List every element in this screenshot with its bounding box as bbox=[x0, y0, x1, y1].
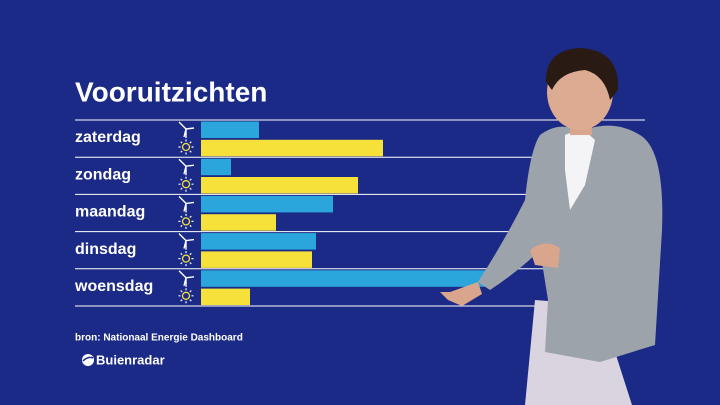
jacket bbox=[478, 125, 663, 362]
sun-icon bbox=[181, 291, 191, 300]
row-label: woensdag bbox=[74, 278, 153, 295]
sun-rays bbox=[178, 139, 194, 155]
sun-icon bbox=[181, 217, 191, 226]
wind-icon bbox=[178, 158, 195, 176]
bar bbox=[201, 270, 491, 287]
sun-rays bbox=[178, 213, 194, 229]
source: bron: Nationaal Energie Dashboard bbox=[75, 333, 243, 344]
presenter bbox=[440, 48, 663, 405]
wind-icon bbox=[178, 233, 195, 250]
hand bbox=[530, 243, 560, 268]
sun-icon bbox=[181, 254, 191, 263]
wind-icon bbox=[178, 270, 195, 287]
hair bbox=[545, 48, 619, 100]
row-label: dinsdag bbox=[75, 241, 136, 258]
bar bbox=[201, 177, 358, 194]
bar bbox=[201, 233, 316, 250]
row-label: maandag bbox=[75, 204, 145, 221]
shirt bbox=[565, 128, 595, 210]
sun-rays bbox=[178, 251, 194, 267]
bar bbox=[201, 121, 259, 138]
bar bbox=[201, 139, 383, 157]
hand bbox=[440, 282, 482, 306]
row-label: zondag bbox=[75, 166, 131, 183]
chart-title: Vooruitzichten bbox=[75, 76, 267, 107]
sun-rays bbox=[178, 288, 194, 304]
sun-icon bbox=[181, 142, 191, 152]
bar bbox=[201, 251, 312, 268]
bar bbox=[201, 158, 231, 176]
logo-swoosh bbox=[82, 356, 94, 362]
wind-icon bbox=[178, 195, 195, 213]
brand: Buienradar bbox=[96, 352, 165, 367]
sun-icon bbox=[181, 180, 191, 189]
sun-rays bbox=[178, 176, 194, 192]
row-label: zaterdag bbox=[75, 129, 141, 146]
bar bbox=[201, 288, 250, 306]
bar bbox=[201, 214, 276, 231]
wind-icon bbox=[178, 121, 195, 138]
brand-logo: Buienradar bbox=[82, 352, 165, 367]
bar bbox=[201, 195, 333, 213]
